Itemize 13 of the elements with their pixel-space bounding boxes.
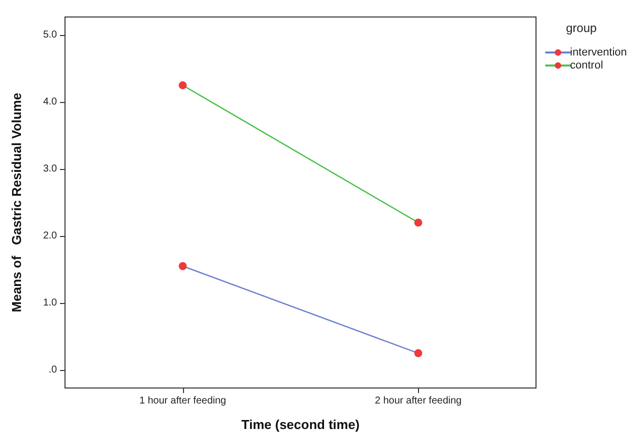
y-tick-label: 5.0: [43, 30, 58, 41]
x-tick-label: 1 hour after feeding: [139, 396, 226, 406]
legend-title: group: [566, 21, 598, 35]
legend-label: intervention: [570, 46, 627, 58]
y-tick-label: 1.0: [43, 297, 58, 308]
legend-label: control: [570, 60, 604, 72]
y-tick-label: 4.0: [43, 96, 58, 108]
y-tick-label: 2.0: [43, 230, 58, 242]
x-axis-title: Time (second time): [241, 417, 360, 432]
y-axis-title: Means of Gastric Residual Volume: [9, 92, 24, 312]
y-tick-label: .0: [48, 364, 58, 376]
x-tick-label: 2 hour after feeding: [374, 396, 462, 406]
y-tick-label: 3.0: [43, 164, 58, 175]
